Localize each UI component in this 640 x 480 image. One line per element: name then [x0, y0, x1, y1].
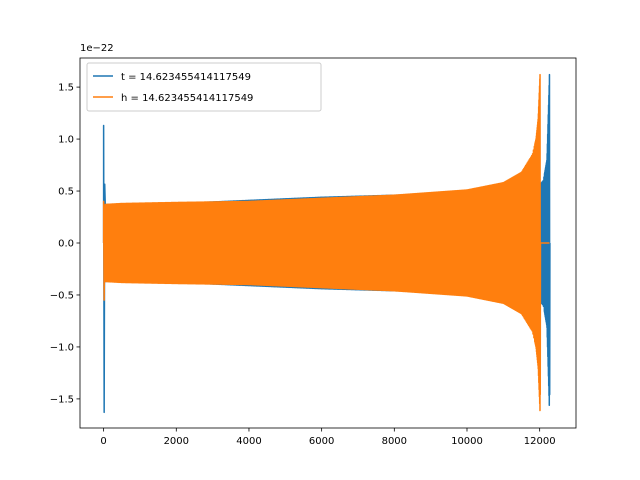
- y-tick-label: 1.0: [58, 135, 74, 146]
- y-tick-label: 1.5: [58, 83, 74, 94]
- y-tick-label: −1.5: [50, 394, 74, 405]
- legend-box: [86, 62, 322, 112]
- y-tick-label: 0.5: [58, 187, 74, 198]
- legend-label-h: h = 14.623455414117549: [121, 93, 253, 104]
- legend-label-t: t = 14.623455414117549: [121, 72, 251, 83]
- series-layer: [102, 73, 551, 414]
- x-tick-label: 2000: [164, 436, 189, 447]
- y-axis: −1.5 −1.0 −0.5 0.0 0.5 1.0 1.5: [50, 83, 80, 405]
- x-tick-label: 6000: [309, 436, 334, 447]
- x-tick-label: 8000: [382, 436, 407, 447]
- y-tick-label: −0.5: [50, 290, 74, 301]
- x-tick-label: 4000: [236, 436, 261, 447]
- y-tick-label: 0.0: [58, 239, 74, 250]
- x-axis: 0 2000 4000 6000 8000 10000 12000: [100, 428, 556, 447]
- series-line-h: [102, 73, 550, 412]
- legend: t = 14.623455414117549 h = 14.6234554141…: [86, 62, 322, 112]
- y-offset-label: 1e−22: [80, 43, 114, 54]
- x-tick-label: 0: [100, 436, 106, 447]
- y-tick-label: −1.0: [50, 342, 74, 353]
- x-tick-label: 10000: [451, 436, 483, 447]
- x-tick-label: 12000: [524, 436, 556, 447]
